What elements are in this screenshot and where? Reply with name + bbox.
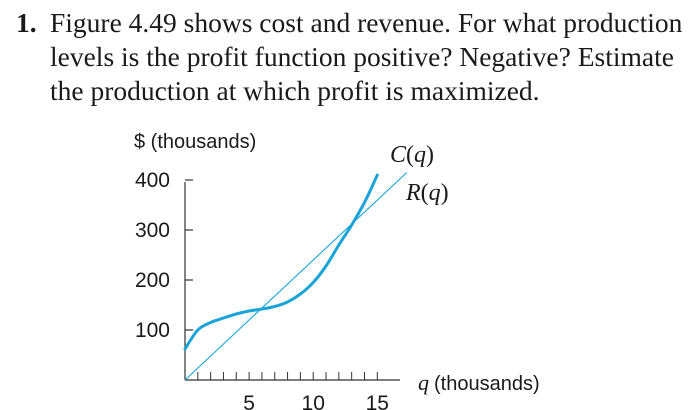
problem-text-line-1: Figure 4.49 shows cost and revenue. For …	[50, 7, 683, 38]
y-tick-label: 300	[135, 219, 170, 242]
cost-curve	[183, 173, 379, 351]
problem-number: 1.	[16, 7, 37, 38]
x-axis-ticks: 5 10 15	[197, 372, 389, 410]
y-tick-label: 100	[135, 319, 170, 342]
y-axis-label: $ (thousands)	[134, 131, 256, 153]
y-axis-ticks: 100 200 300 400	[135, 169, 193, 342]
problem-text-line-3: the production at which profit is maximi…	[50, 75, 540, 106]
series-label-cost: C(q)	[390, 142, 434, 168]
y-tick-label: 400	[135, 169, 170, 192]
x-tick-label: 15	[366, 392, 389, 410]
problem-text-line-2: levels is the profit function positive? …	[50, 41, 674, 72]
x-tick-label: 10	[302, 392, 325, 410]
revenue-line	[184, 172, 408, 381]
x-axis-label: q (thousands)	[418, 370, 540, 395]
y-tick-label: 200	[135, 269, 170, 292]
series-layer	[183, 172, 408, 381]
series-label-revenue: R(q)	[405, 180, 449, 206]
x-tick-label: 5	[243, 392, 255, 410]
